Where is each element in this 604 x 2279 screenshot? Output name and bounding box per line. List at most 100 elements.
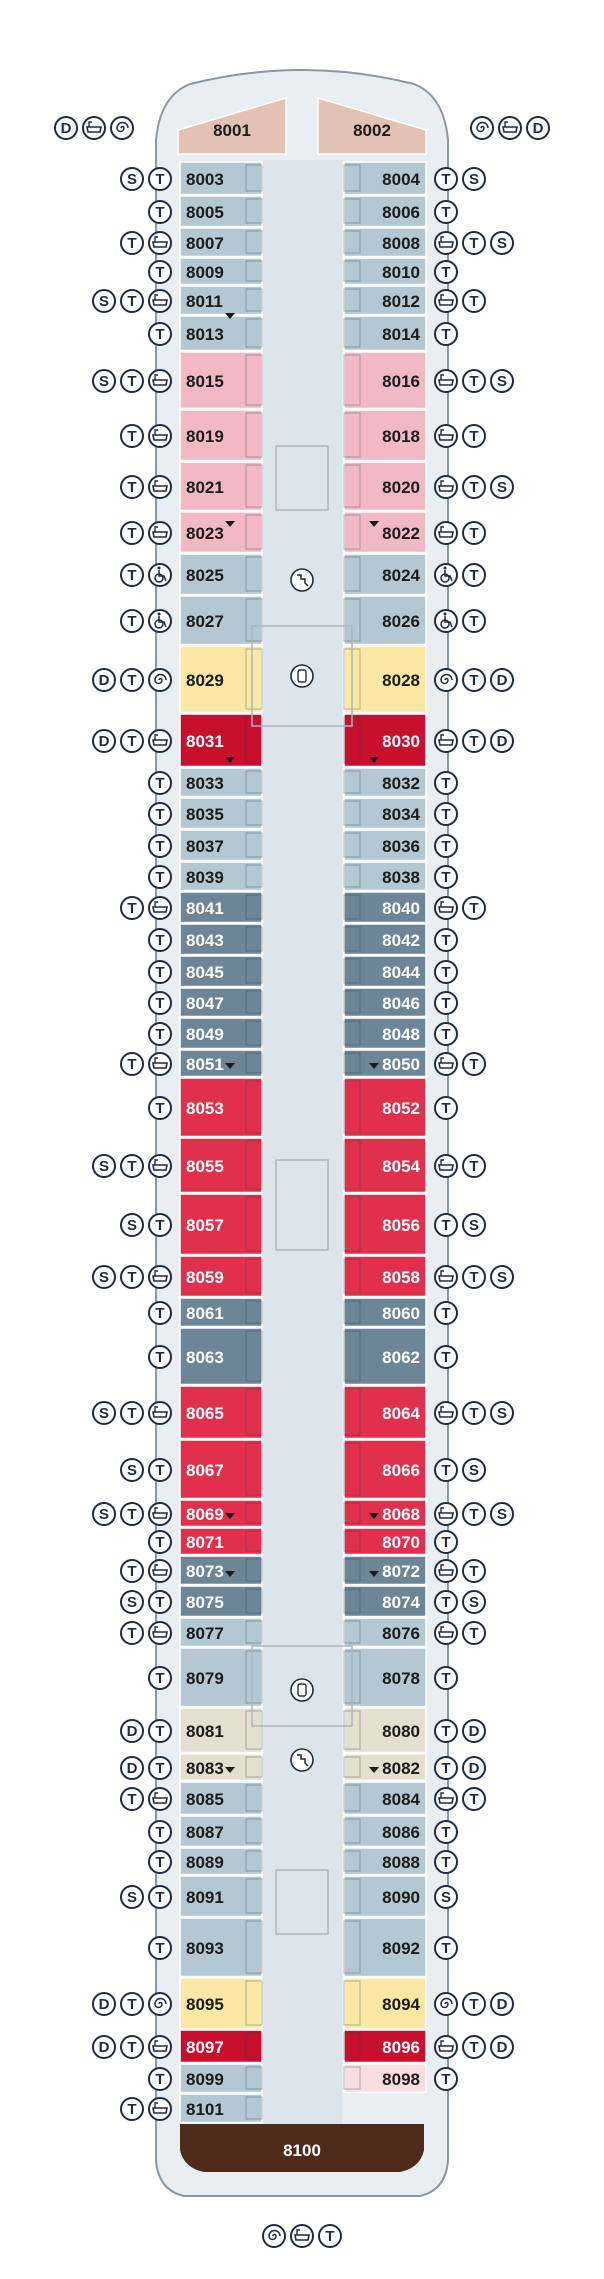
connecting-door-arrow [369,1063,379,1069]
category-t-icon: T [462,1992,486,2016]
cabin-bath-8029 [245,648,263,710]
cabin-number-8097: 8097 [186,2038,224,2057]
svg-text:T: T [155,775,164,792]
cabin-8028 [343,645,427,714]
category-t-icon: T [120,1052,144,1076]
svg-text:T: T [469,1158,478,1175]
svg-text:T: T [441,1670,450,1687]
svg-text:S: S [99,1158,109,1175]
cabin-number-8010: 8010 [382,263,420,282]
svg-text:T: T [155,204,164,221]
cabin-number-8082: 8082 [382,1759,420,1778]
category-t-icon: T [148,1096,172,1120]
cabin-number-8066: 8066 [382,1461,420,1480]
cabin-8099 [179,2063,263,2094]
cabin-number-8014: 8014 [382,325,420,344]
svg-text:T: T [155,171,164,188]
svg-text:T: T [127,1563,136,1580]
category-t-icon: T [148,260,172,284]
category-t-icon: T [120,2035,144,2059]
svg-text:T: T [441,1940,450,1957]
svg-text:D: D [497,733,508,750]
cabin-number-8019: 8019 [186,427,224,446]
cabin-number-8077: 8077 [186,1624,224,1643]
cabin-8075 [179,1585,263,1618]
cabin-bath-8058 [343,1258,361,1294]
cabin-number-8053: 8053 [186,1099,224,1118]
cabin-number-8045: 8045 [186,963,224,982]
cabin-number-8056: 8056 [382,1216,420,1235]
svg-text:T: T [469,428,478,445]
cabin-bath-8021 [245,464,263,508]
cabin-number-8031: 8031 [186,732,224,751]
svg-text:T: T [441,1217,450,1234]
cabin-number-8061: 8061 [186,1304,224,1323]
whirlpool-icon [470,116,494,140]
svg-text:T: T [469,1405,478,1422]
bathtub-icon [434,729,458,753]
cabin-number-8073: 8073 [186,1562,224,1581]
cabin-number-8009: 8009 [186,263,224,282]
category-t-icon: T [462,1154,486,1178]
category-t-icon: T [148,928,172,952]
cabin-number-8088: 8088 [382,1853,420,1872]
cabin-8040 [343,891,427,924]
cabin-number-8015: 8015 [186,372,224,391]
cabin-number-8041: 8041 [186,899,224,918]
cabin-8061 [179,1297,263,1328]
category-t-icon: T [120,521,144,545]
bathtub-icon [148,475,172,499]
bathtub-icon [434,1787,458,1811]
cabin-number-8092: 8092 [382,1939,420,1958]
cabin-8003 [179,161,263,196]
connecting-door-arrow [225,757,235,763]
svg-text:S: S [497,373,507,390]
cabin-number-8058: 8058 [382,1268,420,1287]
cabin-8056 [343,1193,427,1256]
cabin-8059 [179,1255,263,1298]
cabin-number-8067: 8067 [186,1461,224,1480]
cabin-number-8046: 8046 [382,994,420,1013]
bathtub-icon [290,2224,314,2248]
cabin-8036 [343,829,427,862]
cabin-number-8052: 8052 [382,1099,420,1118]
svg-text:T: T [441,775,450,792]
category-t-icon: T [148,1885,172,1909]
category-t-icon: T [434,200,458,224]
cabin-bath-8025 [245,556,263,592]
svg-text:D: D [61,120,72,137]
cabin-bath-8077 [245,1620,263,1644]
svg-text:T: T [127,1506,136,1523]
cabin-bath-8071 [245,1530,263,1552]
cabin-bath-8016 [343,354,361,406]
svg-text:T: T [441,806,450,823]
cabin-number-8057: 8057 [186,1216,224,1235]
cabin-8020 [343,461,427,512]
category-t-icon: T [462,1621,486,1645]
category-t-icon: T [148,771,172,795]
svg-text:T: T [441,1462,450,1479]
cabin-number-8026: 8026 [382,612,420,631]
svg-text:T: T [127,613,136,630]
cabin-8070 [343,1527,427,1556]
svg-text:D: D [469,1723,480,1740]
category-t-icon: T [120,2097,144,2121]
cabin-number-8069: 8069 [186,1505,224,1524]
cabin-bath-8033 [245,770,263,794]
bathtub-icon [434,231,458,255]
cabin-number-8075: 8075 [186,1593,224,1612]
svg-text:T: T [469,733,478,750]
svg-text:T: T [441,1349,450,1366]
cabin-bath-8052 [343,1080,361,1134]
category-t-icon: T [120,1265,144,1289]
category-d-icon: D [462,1756,486,1780]
category-s-icon: S [92,1154,116,1178]
cabin-8018 [343,409,427,462]
cabin-8049 [179,1017,263,1050]
connecting-door-arrow [369,757,379,763]
cabin-bath-8043 [245,926,263,952]
cabin-number-8062: 8062 [382,1348,420,1367]
corridor-features [225,313,379,1935]
cabin-8021 [179,461,263,512]
cabin-bath-8083 [245,1756,263,1778]
